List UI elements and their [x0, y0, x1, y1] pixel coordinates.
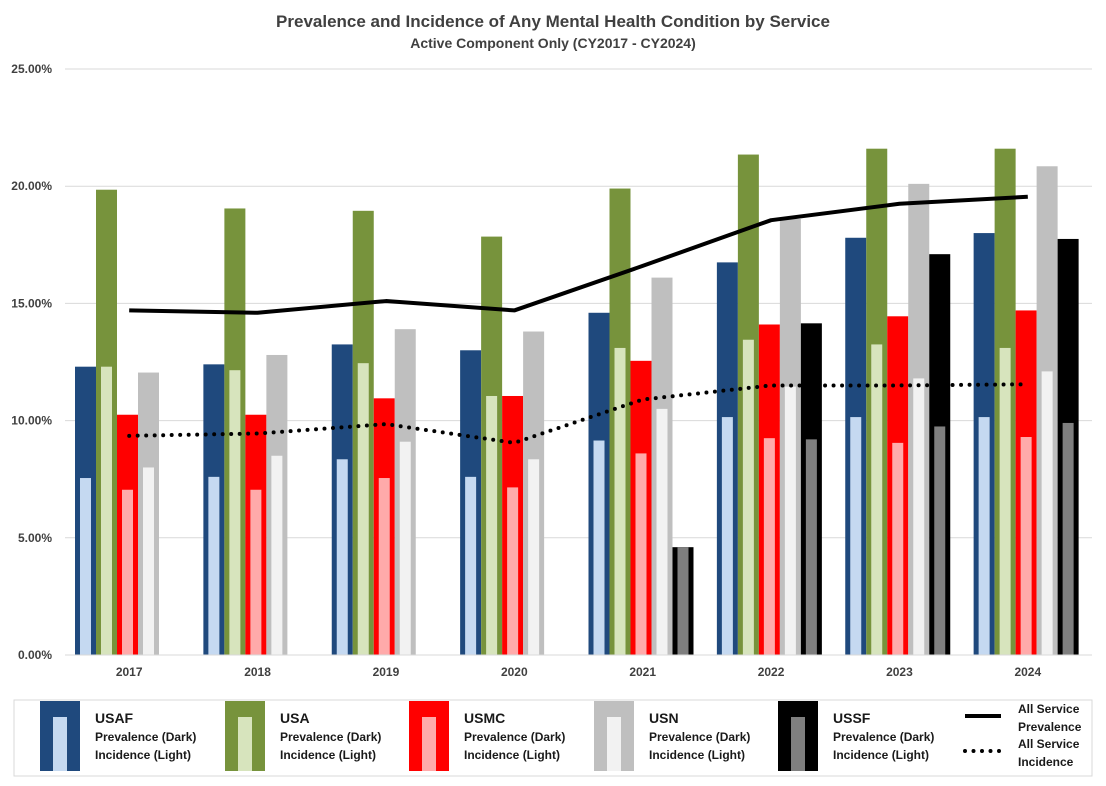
- legend-sublabel: Incidence (Light): [464, 748, 560, 762]
- legend-line-label: All Service: [1018, 737, 1080, 751]
- bar-incidence-ussf: [934, 426, 946, 655]
- x-tick-label: 2024: [1014, 665, 1041, 679]
- y-tick-label: 10.00%: [11, 414, 52, 428]
- legend-label: USMC: [464, 710, 505, 726]
- bar-incidence-usn: [143, 467, 154, 655]
- legend-sublabel: Incidence (Light): [280, 748, 376, 762]
- legend-sublabel: Prevalence (Dark): [833, 730, 934, 744]
- legend-line-label: Prevalence: [1018, 720, 1082, 734]
- y-axis: 0.00% 5.00% 10.00% 15.00% 20.00% 25.00%: [11, 62, 52, 662]
- bar-incidence-usmc: [892, 442, 904, 655]
- legend-sublabel: Prevalence (Dark): [280, 730, 381, 744]
- bar-incidence-ussf: [677, 547, 689, 655]
- legend-line-label: All Service: [1018, 702, 1080, 716]
- legend-item-all-service-prevalence: All Service Prevalence: [965, 702, 1082, 734]
- legend-item-usn: USN Prevalence (Dark) Incidence (Light): [594, 701, 750, 771]
- bar-incidence-usmc: [763, 438, 775, 655]
- y-tick-label: 15.00%: [11, 296, 52, 310]
- x-tick-label: 2020: [501, 665, 528, 679]
- bar-incidence-usmc: [122, 489, 133, 655]
- legend-sublabel: Prevalence (Dark): [95, 730, 196, 744]
- legend-swatch-incidence: [238, 717, 252, 771]
- bar-incidence-usn: [913, 378, 925, 655]
- bar-incidence-usaf: [978, 417, 990, 655]
- bar-incidence-usa: [357, 363, 369, 655]
- legend-box: [13, 699, 1093, 777]
- bar-incidence-usaf: [721, 417, 733, 655]
- bar-incidence-usn: [399, 441, 411, 655]
- bar-incidence-usn: [656, 408, 668, 655]
- trend-lines: [127, 194, 1030, 445]
- legend-item-usa: USA Prevalence (Dark) Incidence (Light): [225, 701, 381, 771]
- bar-incidence-ussf: [805, 439, 817, 655]
- legend-label: USA: [280, 710, 310, 726]
- y-tick-label: 5.00%: [18, 531, 52, 545]
- legend-sublabel: Incidence (Light): [649, 748, 745, 762]
- bar-incidence-usn: [271, 455, 283, 655]
- legend-sublabel: Prevalence (Dark): [464, 730, 565, 744]
- chart-subtitle: Active Component Only (CY2017 - CY2024): [410, 35, 696, 51]
- x-tick-label: 2022: [758, 665, 785, 679]
- bar-incidence-usn: [784, 386, 796, 655]
- x-tick-label: 2017: [116, 665, 143, 679]
- y-tick-label: 0.00%: [18, 648, 52, 662]
- bar-incidence-usmc: [635, 453, 647, 655]
- x-tick-label: 2023: [886, 665, 913, 679]
- bar-incidence-ussf: [1062, 422, 1074, 655]
- bar-incidence-usa: [614, 347, 626, 655]
- bar-incidence-usa: [229, 370, 241, 655]
- legend-line-label: Incidence: [1018, 755, 1074, 769]
- bar-incidence-usa: [999, 347, 1011, 655]
- y-tick-label: 25.00%: [11, 62, 52, 76]
- bar-incidence-usaf: [336, 459, 348, 655]
- bar-incidence-usaf: [80, 478, 91, 655]
- bar-incidence-usmc: [378, 478, 390, 655]
- bar-incidence-usa: [742, 339, 754, 655]
- legend-sublabel: Incidence (Light): [833, 748, 929, 762]
- bar-incidence-usmc: [507, 487, 519, 655]
- legend-swatch-incidence: [791, 717, 805, 771]
- bar-incidence-usn: [528, 459, 540, 655]
- bar-incidence-usaf: [850, 417, 862, 655]
- legend-swatch-incidence: [53, 717, 67, 771]
- bar-incidence-usn: [1041, 371, 1053, 655]
- x-tick-label: 2018: [244, 665, 271, 679]
- legend-item-ussf: USSF Prevalence (Dark) Incidence (Light): [778, 701, 934, 771]
- legend-label: USAF: [95, 710, 134, 726]
- bar-incidence-usa: [871, 344, 883, 655]
- legend-sublabel: Prevalence (Dark): [649, 730, 750, 744]
- x-tick-label: 2019: [373, 665, 400, 679]
- legend-swatch-incidence: [422, 717, 436, 771]
- legend-item-usmc: USMC Prevalence (Dark) Incidence (Light): [409, 701, 565, 771]
- chart-title: Prevalence and Incidence of Any Mental H…: [276, 12, 830, 31]
- x-tick-label: 2021: [629, 665, 656, 679]
- bar-incidence-usmc: [1020, 437, 1032, 655]
- legend-item-all-service-incidence: All Service Incidence: [963, 737, 1080, 769]
- line-all-service-prevalence: [129, 194, 1028, 315]
- y-tick-label: 20.00%: [11, 179, 52, 193]
- bar-incidence-usa: [101, 366, 112, 655]
- legend-item-usaf: USAF Prevalence (Dark) Incidence (Light): [40, 701, 196, 771]
- legend-sublabel: Incidence (Light): [95, 748, 191, 762]
- legend-label: USN: [649, 710, 679, 726]
- bar-incidence-usaf: [593, 440, 605, 655]
- legend-swatch-incidence: [607, 717, 621, 771]
- legend-label: USSF: [833, 710, 871, 726]
- x-axis: 2017 2018 2019 2020 2021 2022 2023 2024: [65, 654, 1092, 679]
- line-all-service-incidence: [127, 382, 1030, 445]
- bars: [75, 148, 1079, 656]
- bar-incidence-usaf: [465, 476, 477, 655]
- bar-incidence-usaf: [208, 476, 220, 655]
- bar-incidence-usmc: [250, 489, 262, 655]
- bar-incidence-usa: [486, 395, 498, 655]
